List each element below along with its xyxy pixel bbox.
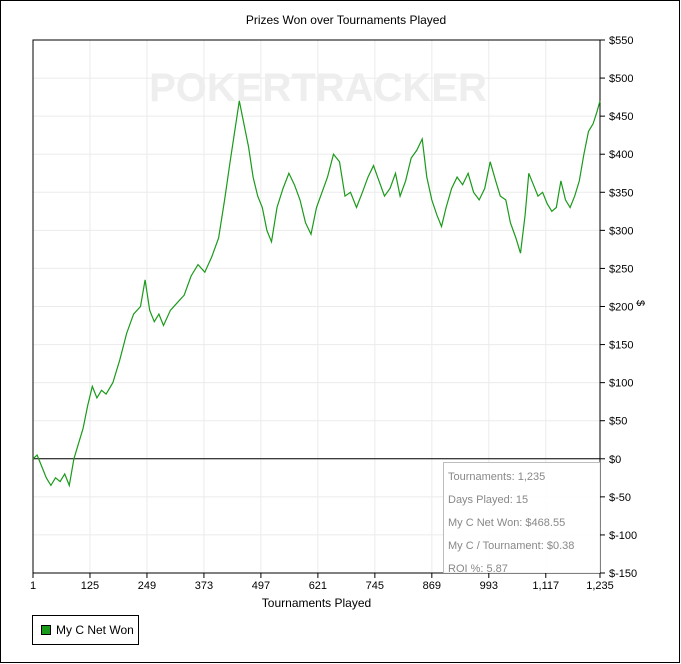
x-tick-label: 125 [81, 580, 99, 592]
y-tick-label: $550 [609, 35, 633, 47]
y-tick-label: $-50 [609, 492, 631, 504]
x-tick-label: 621 [309, 580, 327, 592]
y-tick-label: $200 [609, 302, 633, 314]
stat-days-played: Days Played: 15 [448, 494, 529, 506]
x-tick-label: 497 [252, 580, 270, 592]
y-tick-label: $50 [609, 416, 627, 428]
y-tick-label: $450 [609, 111, 633, 123]
x-tick-label: 1,235 [586, 580, 614, 592]
stat-net-won: My C Net Won: $468.55 [448, 517, 566, 529]
legend-label: My C Net Won [56, 623, 134, 637]
x-tick-label: 869 [423, 580, 441, 592]
y-tick-label: $0 [609, 454, 621, 466]
y-tick-label: $-150 [609, 568, 637, 580]
x-tick-label: 1 [30, 580, 36, 592]
legend-swatch [41, 625, 51, 635]
watermark: POKERTRACKER [149, 66, 487, 110]
y-axis-label: $ [634, 300, 646, 307]
y-tick-label: $150 [609, 340, 633, 352]
x-tick-label: 1,117 [532, 580, 559, 592]
y-axis-ticks: $550 $500 $450 $400 $350 $300 $250 $200 $150 $100… [600, 35, 637, 580]
legend: My C Net Won [32, 615, 139, 645]
stat-tournaments: Tournaments: 1,235 [448, 471, 546, 483]
series-line-my-c-net-won [32, 100, 601, 488]
y-tick-label: $-100 [609, 530, 637, 542]
y-tick-label: $400 [609, 149, 633, 161]
y-tick-label: $250 [609, 263, 633, 275]
stat-roi: ROI %: 5.87 [448, 563, 508, 575]
x-axis-ticks: 1 125 249 373 497 621 745 869 993 1,117 1,235 [30, 573, 614, 592]
x-tick-label: 373 [195, 580, 213, 592]
x-tick-label: 993 [480, 580, 498, 592]
y-tick-label: $300 [609, 225, 633, 237]
y-tick-label: $350 [609, 187, 633, 199]
y-tick-label: $100 [609, 378, 633, 390]
x-axis-label: Tournaments Played [261, 596, 372, 610]
stats-box: Tournaments: 1,235 Days Played: 15 My C … [443, 462, 600, 575]
stat-per-tournament: My C / Tournament: $0.38 [448, 540, 575, 552]
chart-title: Prizes Won over Tournaments Played [245, 13, 447, 27]
x-tick-label: 249 [138, 580, 156, 592]
x-tick-label: 745 [366, 580, 384, 592]
y-tick-label: $500 [609, 73, 633, 85]
